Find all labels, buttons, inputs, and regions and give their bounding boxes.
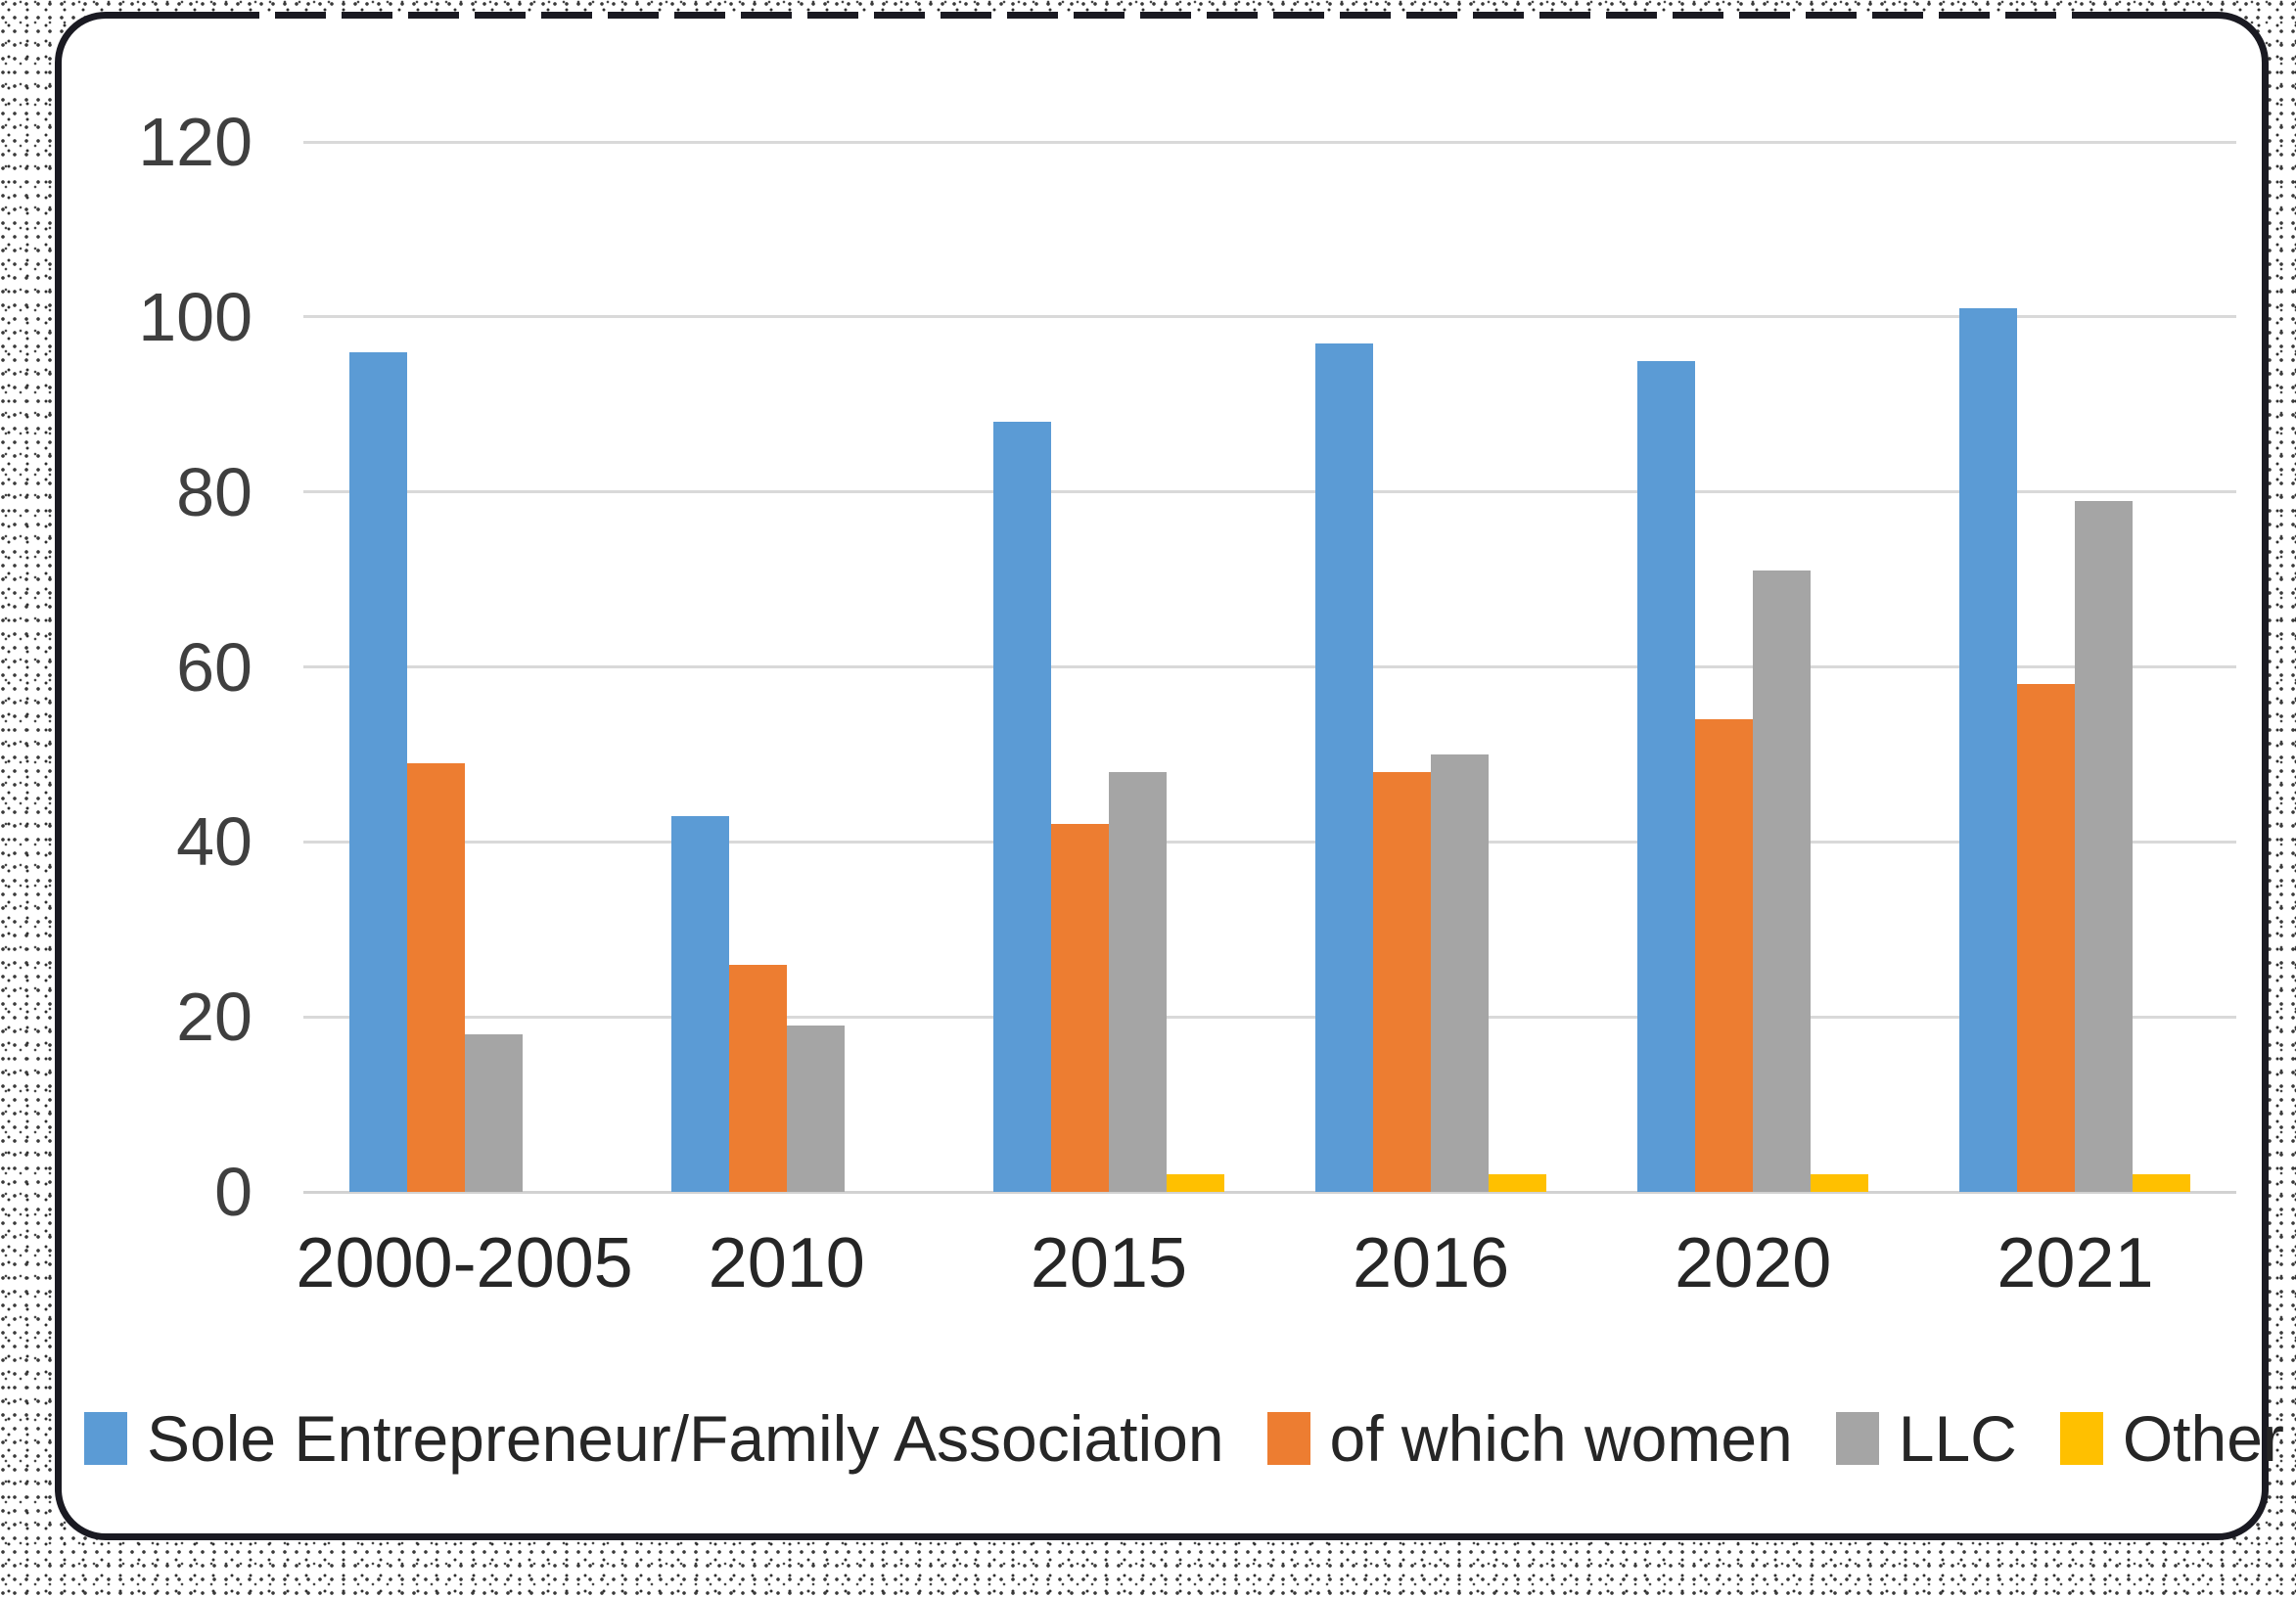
bar-other-2015 bbox=[1166, 1174, 1224, 1192]
bar-sole-entrepreneur-family-association-2020 bbox=[1637, 360, 1696, 1192]
gridline bbox=[303, 140, 2236, 144]
x-axis-category-label: 2016 bbox=[1352, 1224, 1510, 1302]
legend-item: of which women bbox=[1266, 1399, 1793, 1478]
bar-other-2016 bbox=[1489, 1174, 1547, 1192]
bar-llc-2016 bbox=[1431, 753, 1490, 1192]
bar-sole-entrepreneur-family-association-2010 bbox=[670, 815, 729, 1192]
legend-color-swatch bbox=[1835, 1412, 1879, 1465]
x-axis-category-label: 2021 bbox=[1997, 1224, 2154, 1302]
legend-color-swatch bbox=[84, 1412, 127, 1465]
gridline bbox=[303, 840, 2236, 844]
bar-other-2021 bbox=[2133, 1174, 2191, 1192]
bar-of-which-women-2010 bbox=[728, 964, 787, 1192]
legend-label: LLC bbox=[1898, 1402, 2017, 1475]
bar-llc-2021 bbox=[2075, 500, 2134, 1192]
y-axis-tick-label: 100 bbox=[138, 278, 253, 355]
y-axis-tick-label: 20 bbox=[176, 979, 253, 1056]
bar-of-which-women-2015 bbox=[1050, 824, 1109, 1192]
x-axis-category-label: 2020 bbox=[1675, 1224, 1832, 1302]
legend-label: Other bbox=[2122, 1402, 2284, 1475]
y-axis-tick-label: 60 bbox=[176, 628, 253, 706]
legend-label: of which women bbox=[1329, 1402, 1793, 1475]
x-axis-category-label: 2000-2005 bbox=[296, 1224, 633, 1302]
legend-item: LLC bbox=[1835, 1399, 2017, 1478]
dashed-top-border bbox=[208, 12, 2115, 19]
y-axis-tick-label: 0 bbox=[214, 1154, 253, 1230]
legend-item: Other bbox=[2059, 1399, 2284, 1478]
bar-sole-entrepreneur-family-association-2016 bbox=[1315, 342, 1374, 1192]
y-axis-tick-label: 80 bbox=[176, 453, 253, 530]
legend-label: Sole Entrepreneur/Family Association bbox=[147, 1402, 1224, 1475]
legend-color-swatch bbox=[1266, 1412, 1310, 1465]
bar-llc-2015 bbox=[1108, 771, 1167, 1192]
y-axis-tick-label: 40 bbox=[176, 803, 253, 881]
legend-color-swatch bbox=[2059, 1412, 2103, 1465]
bar-of-which-women-2021 bbox=[2017, 684, 2076, 1192]
bar-of-which-women-2020 bbox=[1695, 719, 1754, 1192]
gridline bbox=[303, 490, 2236, 494]
gridline bbox=[303, 315, 2236, 319]
gridline bbox=[303, 665, 2236, 668]
bar-sole-entrepreneur-family-association-2000-2005 bbox=[348, 351, 407, 1192]
x-axis-category-label: 2010 bbox=[708, 1224, 865, 1302]
bar-llc-2020 bbox=[1753, 570, 1812, 1192]
gridline bbox=[303, 1190, 2236, 1194]
bar-of-which-women-2000-2005 bbox=[406, 762, 465, 1192]
bar-llc-2010 bbox=[786, 1026, 845, 1192]
y-axis-tick-label: 120 bbox=[138, 104, 253, 180]
gridline bbox=[303, 1015, 2236, 1019]
x-axis-category-label: 2015 bbox=[1030, 1224, 1187, 1302]
bar-of-which-women-2016 bbox=[1373, 771, 1432, 1192]
chart-legend: Sole Entrepreneur/Family Association of w… bbox=[84, 1399, 2284, 1478]
bar-llc-2000-2005 bbox=[464, 1034, 523, 1192]
legend-item: Sole Entrepreneur/Family Association bbox=[84, 1399, 1224, 1478]
bar-sole-entrepreneur-family-association-2015 bbox=[992, 422, 1051, 1192]
bar-other-2020 bbox=[1811, 1174, 1869, 1192]
bar-sole-entrepreneur-family-association-2021 bbox=[1959, 307, 2018, 1192]
